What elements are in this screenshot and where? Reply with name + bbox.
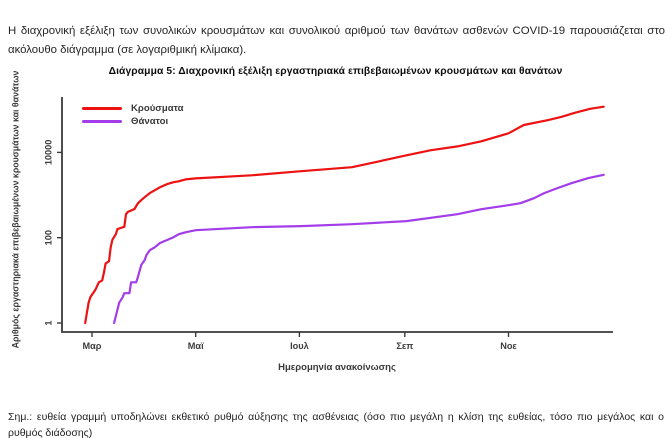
chart-legend: Κρούσματα Θάνατοι <box>82 102 184 128</box>
x-tick-label: Μαρ <box>83 341 102 351</box>
y-axis-label: Αριθμός εργαστηριακά επιβεβαιωμένων κρου… <box>10 70 21 349</box>
legend-item-cases: Κρούσματα <box>82 102 184 115</box>
y-tick-label: 100 <box>43 230 53 245</box>
x-tick-label: Ιουλ <box>290 341 309 351</box>
deaths-line-swatch <box>82 120 122 123</box>
x-tick-label: Μαϊ <box>188 341 204 351</box>
y-tick-label: 10000 <box>43 140 53 166</box>
y-tick-label: 1 <box>43 320 53 325</box>
deaths-line <box>113 173 605 325</box>
legend-cases-label: Κρούσματα <box>131 103 184 114</box>
x-axis-label: Ημερομηνία ανακοίνωσης <box>278 362 396 373</box>
x-tick-label: Σεπ <box>396 341 413 351</box>
footnote: Σημ.: ευθεία γραμμή υποδηλώνει εκθετικό … <box>8 410 664 438</box>
x-tick-label: Νοε <box>500 341 517 351</box>
cases-line <box>84 105 605 325</box>
legend-deaths-label: Θάνατοι <box>131 116 169 127</box>
axis-frame <box>61 97 613 333</box>
intro-paragraph: Η διαχρονική εξέλιξη των συνολικών κρουσ… <box>8 25 665 56</box>
legend-item-deaths: Θάνατοι <box>82 115 184 128</box>
chart-title: Διάγραμμα 5: Διαχρονική εξέλιξη εργαστηρ… <box>108 66 563 77</box>
cases-line-swatch <box>82 107 122 110</box>
